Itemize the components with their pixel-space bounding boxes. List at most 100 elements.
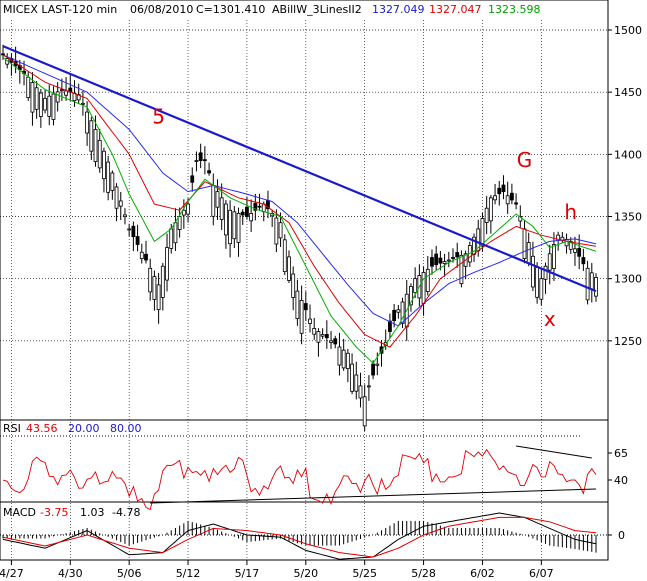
candle-body: [320, 334, 325, 337]
candle-body: [581, 257, 586, 265]
candle-body: [194, 160, 199, 162]
y-tick-label: 1250: [614, 335, 642, 348]
candle-body: [282, 239, 287, 273]
x-tick-label: 5/17: [235, 567, 260, 580]
candle-body: [400, 301, 405, 324]
ma-red-line: [2, 54, 597, 348]
candle-body: [409, 286, 413, 306]
candle-body: [366, 385, 371, 388]
candle-body: [249, 212, 254, 222]
candle-body: [547, 253, 552, 271]
candle-body: [497, 187, 502, 195]
candle-body: [388, 320, 392, 332]
rsi-tick-label: 65: [614, 447, 628, 460]
candle-body: [156, 284, 161, 311]
candle-body: [509, 192, 514, 201]
candle-body: [47, 95, 52, 117]
header-val-blue: 1327.049: [372, 3, 425, 16]
candle-body: [316, 331, 321, 343]
candle-body: [30, 82, 35, 113]
candle-body: [211, 185, 216, 217]
candle-body: [535, 267, 540, 298]
candle-body: [215, 191, 220, 208]
candle-body: [148, 267, 153, 293]
candle-body: [186, 203, 190, 215]
x-tick-label: 5/20: [293, 567, 318, 580]
candle-body: [526, 242, 531, 264]
ma-blue-line: [2, 54, 597, 327]
candle-body: [127, 228, 132, 231]
candle-body: [354, 374, 359, 392]
candle-body: [312, 327, 317, 335]
candle-body: [165, 247, 169, 281]
y-tick-label: 1350: [614, 211, 642, 224]
header-date: 06/08/2010: [130, 3, 193, 16]
x-tick-label: 4/30: [58, 567, 83, 580]
candle-body: [438, 257, 443, 264]
x-tick-label: 5/06: [117, 567, 142, 580]
macd-panel: [0, 512, 608, 560]
candle-body: [81, 102, 85, 105]
candle-body: [72, 93, 77, 102]
candle-body: [257, 205, 262, 208]
annotations: 5 Gh x: [152, 104, 577, 331]
candle-body: [291, 273, 296, 298]
y-tick-label: 1500: [614, 24, 642, 37]
macd-tick-label: 0: [618, 529, 625, 542]
candle-body: [531, 255, 535, 288]
plot-frame: [0, 0, 609, 561]
rsi-resistance-line: [516, 445, 592, 459]
candle-body: [278, 222, 283, 239]
candle-body: [55, 91, 60, 103]
candle-body: [484, 207, 489, 223]
candle-body: [451, 257, 455, 259]
header-val-red: 1327.047: [429, 3, 482, 16]
candle-body: [543, 265, 548, 280]
candle-body: [455, 252, 460, 258]
candle-body: [505, 195, 510, 205]
candle-body: [1, 53, 5, 56]
rsi-support-line: [150, 488, 597, 504]
x-axis: 4/27 4/30 5/06 5/12 5/17 5/20 5/25 5/28 6/02 6/07: [0, 560, 554, 580]
candle-body: [224, 203, 228, 236]
trendline: [2, 45, 597, 293]
candle-body: [337, 346, 342, 366]
header-symbol: MICEX LAST-120 min: [3, 3, 117, 16]
candle-body: [38, 92, 43, 117]
x-tick-label: 6/02: [470, 567, 495, 580]
candle-body: [173, 222, 178, 244]
header-val-green: 1323.598: [488, 3, 541, 16]
candle-body: [85, 111, 90, 134]
candle-body: [190, 175, 195, 183]
candle-body: [295, 290, 300, 320]
rsi-value: 43.56: [26, 422, 58, 435]
macd-value-1: -3.75: [40, 506, 68, 519]
candle-body: [245, 206, 249, 217]
candle-body: [341, 349, 346, 369]
rsi-panel: [0, 435, 597, 511]
candle-body: [219, 197, 224, 220]
candle-body: [160, 265, 165, 298]
candle-body: [152, 276, 157, 300]
x-tick-label: 6/07: [529, 567, 554, 580]
candle-body: [371, 363, 375, 376]
annotation-label: 5: [152, 104, 165, 128]
candle-body: [568, 240, 573, 250]
candle-body: [236, 212, 241, 243]
macd-value-3: -4.78: [112, 506, 140, 519]
candle-body: [207, 170, 211, 174]
candle-body: [358, 385, 363, 399]
candle-body: [110, 172, 115, 191]
candle-body: [345, 352, 350, 370]
y-tick-label: 1300: [614, 273, 642, 286]
candle-body: [123, 214, 127, 218]
candle-body: [135, 236, 140, 245]
candle-body: [392, 309, 397, 322]
candle-body: [169, 228, 174, 249]
candle-body: [253, 202, 258, 211]
candle-body: [573, 248, 577, 253]
x-tick-label: 4/27: [0, 567, 24, 580]
price-panel: [0, 20, 608, 560]
candle-body: [43, 97, 47, 111]
